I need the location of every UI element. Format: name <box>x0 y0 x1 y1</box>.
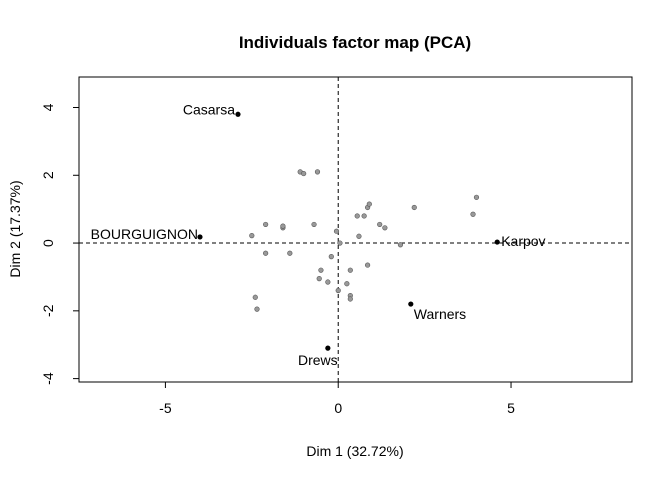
individual-point <box>397 242 404 248</box>
individual-point <box>280 223 286 229</box>
x-tick-label: -5 <box>159 400 172 416</box>
individual-point <box>356 233 362 239</box>
individual-point <box>318 267 324 273</box>
individual-point <box>316 276 322 282</box>
individual-point <box>361 213 367 219</box>
chart-title: Individuals factor map (PCA) <box>239 33 471 52</box>
labeled-point <box>197 234 203 240</box>
labeled-point <box>408 301 414 307</box>
individual-point <box>354 213 360 219</box>
labeled-point <box>235 111 241 117</box>
y-axis: -4 -2 0 2 4 <box>40 103 79 385</box>
individual-point <box>337 240 343 246</box>
individual-point <box>263 221 269 228</box>
individual-point <box>263 250 269 256</box>
individual-point <box>325 279 331 285</box>
individual-point <box>411 204 417 211</box>
y-tick-label: -4 <box>40 372 56 385</box>
y-tick-label: 4 <box>40 103 56 111</box>
individual-point <box>252 294 258 300</box>
x-tick-label: 0 <box>334 400 342 416</box>
y-axis-label: Dim 2 (17.37%) <box>7 180 23 277</box>
point-label: BOURGUIGNON <box>91 226 198 242</box>
individual-point <box>328 254 334 260</box>
individual-point <box>335 287 341 294</box>
individual-point <box>344 281 350 287</box>
x-tick-label: 5 <box>507 400 515 416</box>
individual-point <box>347 296 353 302</box>
point-label: Warners <box>414 306 466 322</box>
x-axis: -5 0 5 <box>159 382 515 416</box>
individual-point <box>470 211 476 217</box>
individual-point <box>366 201 372 207</box>
individual-point <box>287 250 293 256</box>
points-layer <box>197 111 500 351</box>
individual-point <box>333 228 340 234</box>
y-tick-label: 0 <box>40 239 56 247</box>
individual-point <box>249 233 255 239</box>
x-axis-label: Dim 1 (32.72%) <box>306 443 403 459</box>
individual-point <box>347 267 353 273</box>
point-label: Casarsa <box>183 101 235 117</box>
labeled-point <box>494 239 500 245</box>
individual-point <box>314 169 321 175</box>
individual-point <box>301 170 307 177</box>
individual-point <box>254 306 260 312</box>
individual-point <box>473 194 480 200</box>
individual-point <box>311 221 317 228</box>
reference-lines <box>79 77 632 382</box>
plot-frame <box>78 76 633 383</box>
individual-point <box>377 221 383 228</box>
point-label: Karpov <box>501 233 545 249</box>
labeled-point <box>325 345 331 351</box>
individual-point <box>382 225 388 231</box>
y-tick-label: -2 <box>40 304 56 317</box>
point-label: Drews <box>298 352 338 368</box>
point-labels-layer: Casarsa BOURGUIGNON Karpov Warners Drews <box>91 101 546 368</box>
individual-point <box>364 262 371 268</box>
y-tick-label: 2 <box>40 171 56 179</box>
